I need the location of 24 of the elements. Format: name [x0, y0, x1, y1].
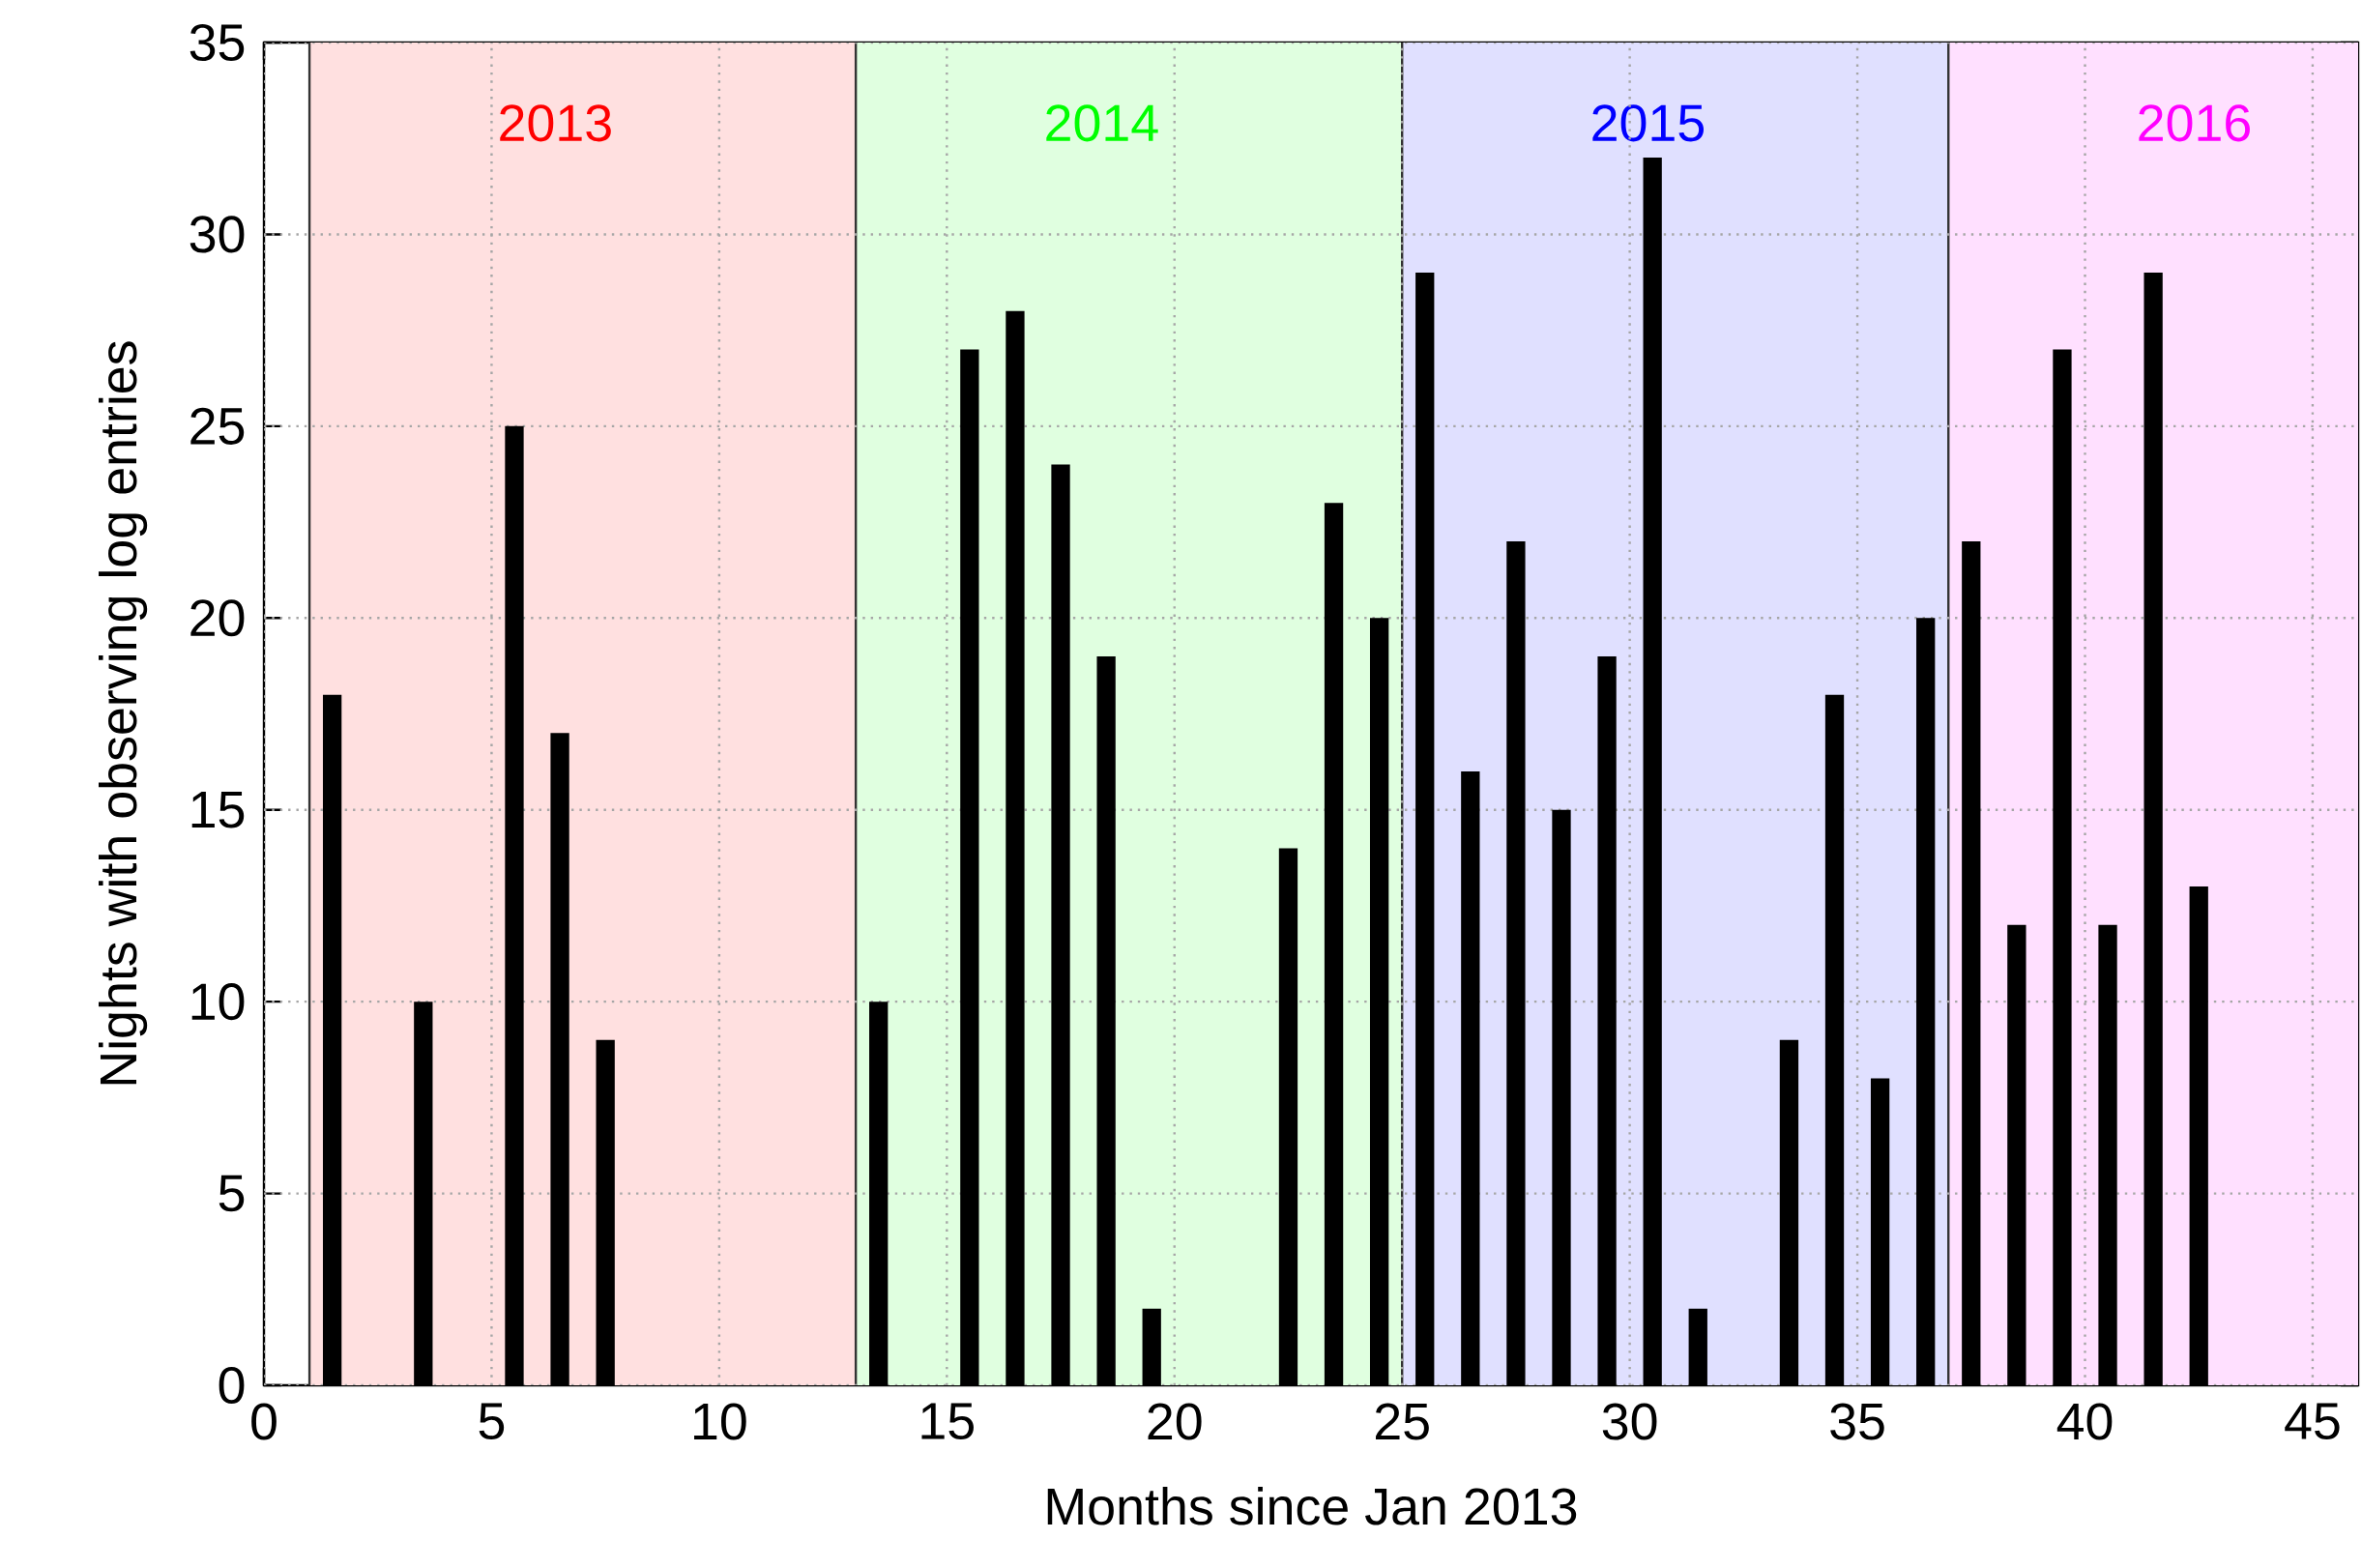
- x-tick-label: 40: [2056, 1403, 2113, 1440]
- x-tick-label: 15: [921, 1403, 974, 1440]
- band-label: 2014: [1046, 104, 1158, 142]
- y-tick-label: 35: [190, 23, 245, 62]
- band-label: 2016: [2139, 104, 2250, 142]
- band-label: 2013: [500, 104, 611, 142]
- x-tick-label: 5: [479, 1403, 505, 1440]
- y-tick-label: 5: [219, 1175, 245, 1212]
- x-tick-label: 10: [694, 1403, 746, 1440]
- x-tick-label: 20: [1148, 1403, 1202, 1440]
- y-axis-title: Nights with observing log entries: [99, 341, 148, 1085]
- y-tick-label: 0: [219, 1366, 245, 1405]
- x-tick-label: 25: [1375, 1403, 1429, 1440]
- y-tick-label: 30: [190, 216, 245, 253]
- x-tick-label: 0: [251, 1403, 277, 1440]
- x-axis-title: Months since Jan 2013: [1047, 1487, 1577, 1525]
- y-tick-label: 25: [190, 407, 245, 445]
- y-tick-label: 15: [191, 791, 245, 828]
- x-tick-label: 30: [1602, 1403, 1657, 1440]
- y-tick-label: 10: [191, 983, 245, 1021]
- x-tick-label: 35: [1830, 1403, 1884, 1440]
- y-tick-label: 20: [190, 599, 245, 637]
- band-label: 2015: [1592, 104, 1705, 142]
- x-tick-label: 45: [2285, 1403, 2340, 1440]
